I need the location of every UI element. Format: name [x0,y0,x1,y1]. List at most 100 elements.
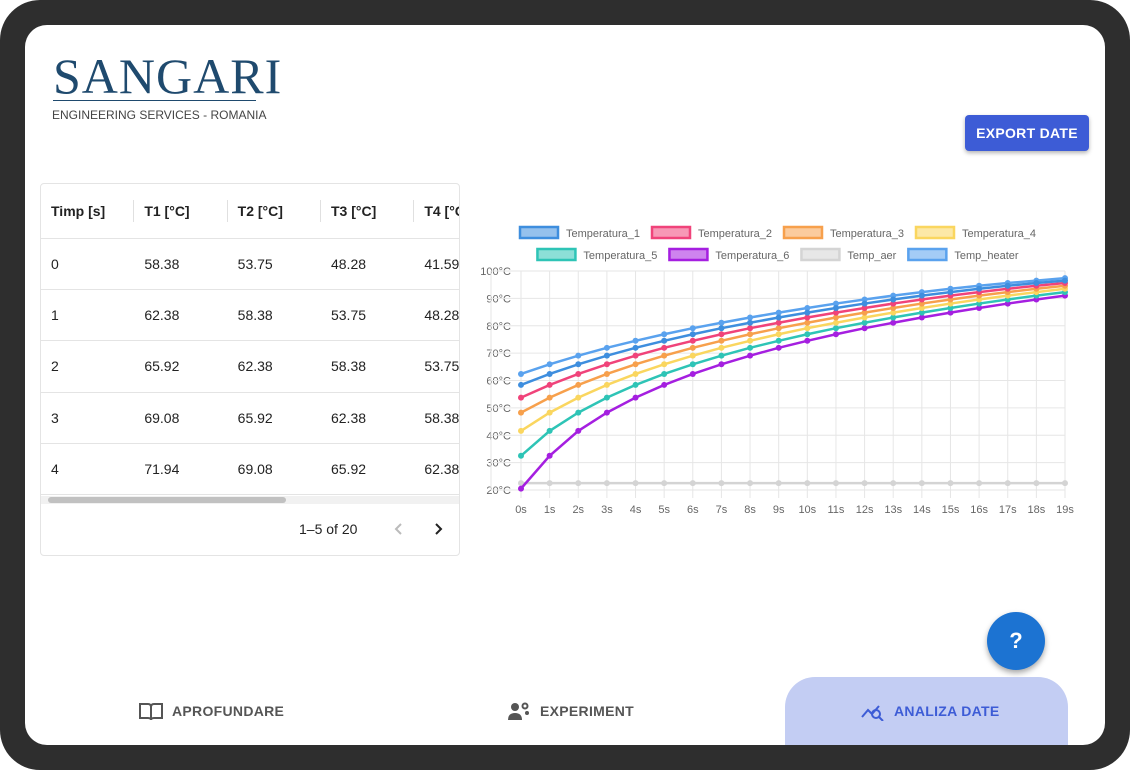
data-point [947,300,954,307]
data-point [775,314,782,321]
legend-label: Temp_aer [847,250,896,262]
data-point [804,319,811,326]
data-point [976,285,983,292]
data-point [661,344,668,351]
data-point [747,314,754,321]
data-point [775,309,782,316]
legend-swatch [914,225,956,240]
data-point [718,352,725,359]
data-point [1033,480,1040,487]
data-point [603,352,610,359]
data-point [632,337,639,344]
x-tick-label: 2s [572,504,584,516]
table-cell: 62.38 [134,289,228,342]
series-line [520,294,1066,490]
data-point [976,300,983,307]
legend-swatch [907,247,948,262]
nav-label: ANALIZA DATE [894,703,1000,719]
data-point [518,394,524,401]
legend-label: Temperatura_6 [715,250,789,262]
x-tick-label: 13s [884,504,902,516]
data-point [747,337,754,344]
data-point [1004,300,1011,307]
data-point [689,370,696,377]
data-point [575,381,582,388]
data-point [832,331,839,338]
data-point [603,344,610,351]
nav-item[interactable]: EXPERIMENT [507,677,634,745]
data-point [861,314,868,321]
scroll-thumb[interactable] [48,497,286,503]
table-cell: 53.75 [320,289,415,342]
series-line [520,290,1066,457]
data-point [861,319,868,326]
data-point [632,394,639,401]
data-point [718,319,725,326]
next-page[interactable] [430,521,446,537]
nav-item[interactable]: ANALIZA DATE [861,677,999,745]
help-button[interactable]: ? [987,612,1045,670]
legend-swatch [518,225,560,240]
x-tick-label: 12s [856,504,874,516]
x-tick-label: 10s [798,504,816,516]
column-header: Timp [s] [41,184,135,239]
data-point [890,309,897,316]
x-tick-label: 14s [913,504,931,516]
table-cell: 3 [41,392,135,445]
data-point [546,427,553,434]
series-line [520,276,1066,376]
table-cell: 53.75 [227,238,321,290]
column-separator [319,200,321,222]
data-point [661,361,668,368]
data-point [518,485,524,492]
data-point [518,409,524,416]
data-point [718,344,725,351]
chart: 20°C 30°C 40°C 50°C 60°C 70°C 80°C 90°C 100°C 0s 1… [480,225,1074,516]
data-point [575,394,582,401]
data-point [661,370,668,377]
table-cell: 58.38 [134,238,228,290]
data-point [603,394,610,401]
nav-item[interactable]: APROFUNDARE [139,677,284,745]
x-tick-label: 8s [744,504,756,516]
horizontal-scrollbar[interactable] [41,496,459,504]
legend-swatch [668,247,709,262]
export-button[interactable]: EXPORT DATE [965,115,1089,151]
data-point [689,361,696,368]
data-point [575,480,582,487]
column-header: T3 [°C] [320,184,415,239]
data-point [804,304,811,311]
data-point [947,289,954,296]
data-point [747,331,754,338]
data-point [546,381,553,388]
data-point [747,480,754,487]
column-header: T4 [°C] [414,184,459,239]
x-tick-label: 15s [942,504,960,516]
table-cell: 69.08 [227,443,321,496]
data-point [632,370,639,377]
data-point [632,381,639,388]
data-point [775,331,782,338]
data-point [661,381,668,388]
data-point [890,480,897,487]
legend-label: Temperatura_4 [962,228,1036,240]
column-separator [226,200,228,222]
prev-page[interactable] [391,521,407,537]
data-point [575,361,582,368]
data-point [603,381,610,388]
data-point [575,370,582,377]
legend-label: Temperatura_2 [698,228,772,240]
y-tick-label: 20°C [486,485,511,497]
data-point [603,480,610,487]
data-point [918,314,925,321]
data-point [1062,277,1068,284]
table-cell: 2 [41,340,135,393]
data-point [689,344,696,351]
legend-label: Temp_heater [954,250,1019,262]
data-point [718,361,725,368]
nav-label: EXPERIMENT [540,703,635,719]
data-point [804,314,811,321]
data-point [775,325,782,332]
